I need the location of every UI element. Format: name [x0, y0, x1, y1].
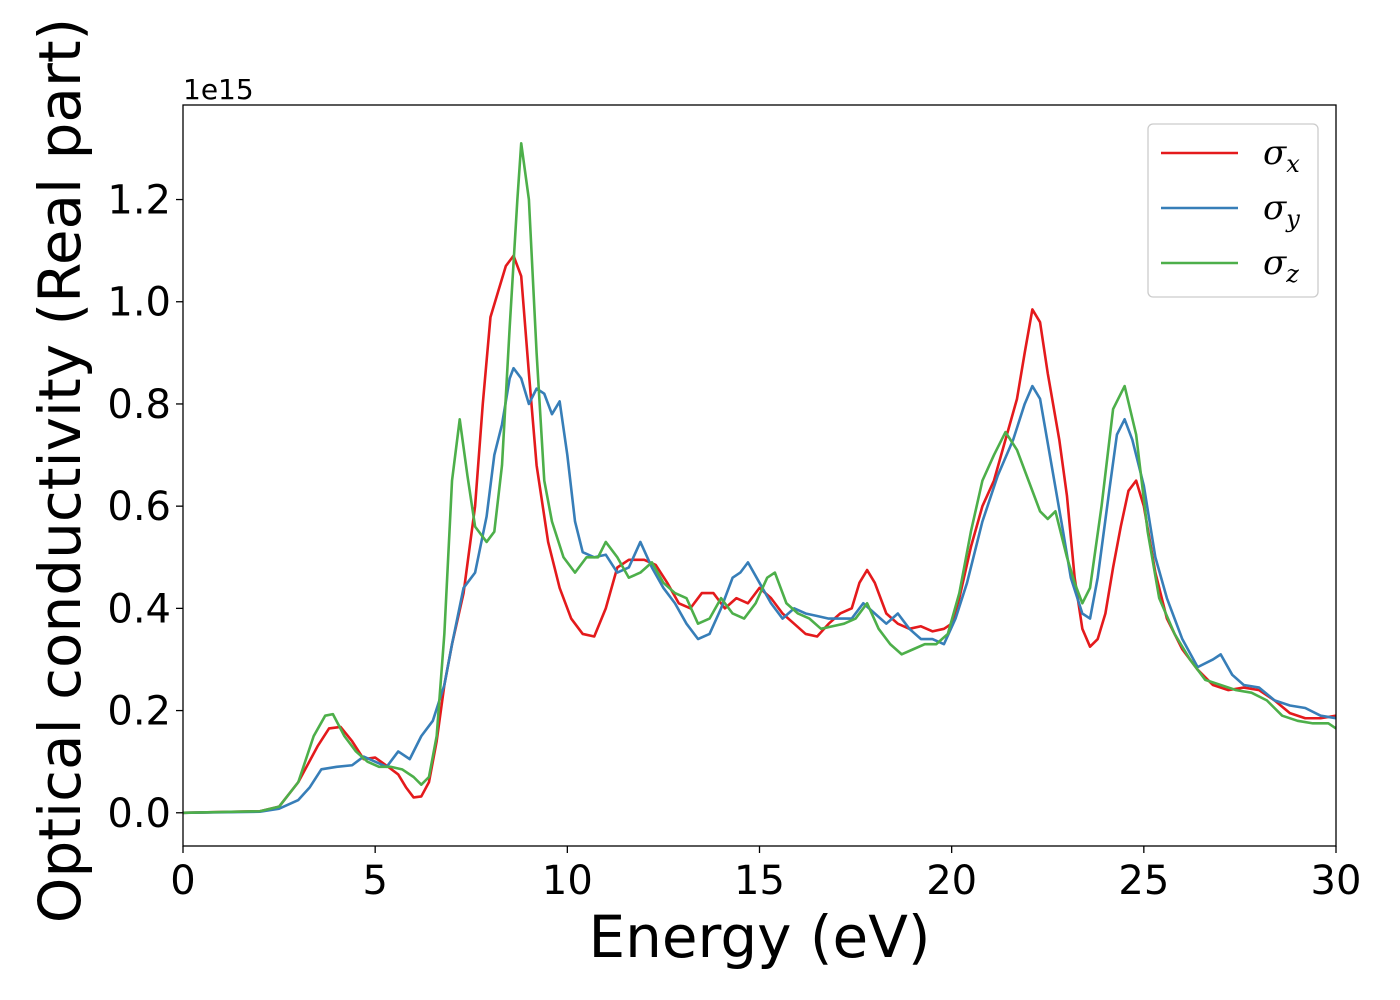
series-line-z	[183, 142, 1336, 815]
y-axis-offset-label: 1e15	[183, 73, 254, 106]
legend-box	[1147, 123, 1319, 298]
series-line-y	[183, 366, 1336, 815]
x-tick-label: 20	[926, 858, 977, 904]
x-tick-label: 25	[1118, 858, 1169, 904]
legend-label-z: σz	[1263, 243, 1299, 288]
plot-area	[183, 142, 1336, 815]
y-tick-label: 0.8	[107, 382, 171, 428]
y-axis-title: Optical conductivity (Real part)	[26, 18, 94, 923]
y-tick-label: 1.2	[107, 178, 171, 224]
x-axis-title: Energy (eV)	[588, 903, 930, 971]
y-tick-label: 0.2	[107, 689, 171, 735]
series-line-x	[183, 254, 1336, 815]
x-tick-label: 5	[362, 858, 387, 904]
y-tick-label: 0.4	[107, 586, 171, 632]
x-tick-label: 0	[170, 858, 195, 904]
y-tick-label: 1.0	[107, 280, 171, 326]
y-tick-label: 0.0	[107, 791, 171, 837]
legend-label-x: σx	[1263, 133, 1300, 178]
legend: σx σy σz	[1147, 123, 1319, 298]
legend-label-y: σy	[1263, 188, 1300, 233]
axes: 0 5 10 15 20 25 30 0.0 0.2 0.4 0.6 0.8 1.0 1.2	[107, 104, 1362, 904]
x-tick-label: 10	[542, 858, 593, 904]
x-tick-label: 30	[1311, 858, 1362, 904]
y-tick-label: 0.6	[107, 484, 171, 530]
x-tick-label: 15	[734, 858, 785, 904]
